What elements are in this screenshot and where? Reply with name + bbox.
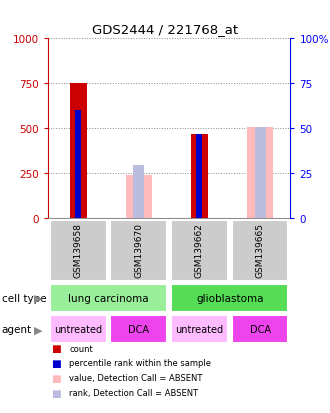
Bar	[50, 285, 167, 312]
Text: GSM139662: GSM139662	[195, 223, 204, 278]
Bar	[111, 316, 167, 343]
Text: ■: ■	[51, 388, 61, 398]
Bar	[70, 84, 87, 219]
Bar	[133, 166, 144, 219]
Text: DCA: DCA	[249, 324, 271, 335]
Text: ■: ■	[51, 373, 61, 383]
Bar	[248, 127, 273, 219]
Text: untreated: untreated	[175, 324, 223, 335]
Bar	[171, 316, 228, 343]
Text: cell type: cell type	[2, 293, 46, 304]
Bar	[171, 220, 228, 282]
Text: DCA: DCA	[128, 324, 149, 335]
Text: percentile rank within the sample: percentile rank within the sample	[69, 358, 211, 368]
Bar	[126, 176, 151, 219]
Text: glioblastoma: glioblastoma	[196, 293, 264, 304]
Bar	[191, 135, 208, 219]
Text: lung carcinoma: lung carcinoma	[68, 293, 149, 304]
Bar	[50, 316, 107, 343]
Text: GSM139658: GSM139658	[74, 223, 83, 278]
Bar	[196, 135, 203, 219]
Text: GSM139670: GSM139670	[134, 223, 143, 278]
Text: ▶: ▶	[34, 324, 42, 335]
Bar	[111, 220, 167, 282]
Text: agent: agent	[2, 324, 32, 335]
Text: ■: ■	[51, 358, 61, 368]
Bar	[50, 220, 107, 282]
Bar	[171, 285, 288, 312]
Bar	[232, 220, 288, 282]
Text: ▶: ▶	[34, 293, 42, 304]
Text: ■: ■	[51, 343, 61, 353]
Text: untreated: untreated	[54, 324, 102, 335]
Text: GSM139665: GSM139665	[255, 223, 265, 278]
Text: GDS2444 / 221768_at: GDS2444 / 221768_at	[92, 24, 238, 36]
Bar	[255, 127, 266, 219]
Text: value, Detection Call = ABSENT: value, Detection Call = ABSENT	[69, 373, 203, 382]
Bar	[75, 111, 81, 219]
Text: rank, Detection Call = ABSENT: rank, Detection Call = ABSENT	[69, 388, 198, 397]
Text: count: count	[69, 344, 93, 353]
Bar	[232, 316, 288, 343]
